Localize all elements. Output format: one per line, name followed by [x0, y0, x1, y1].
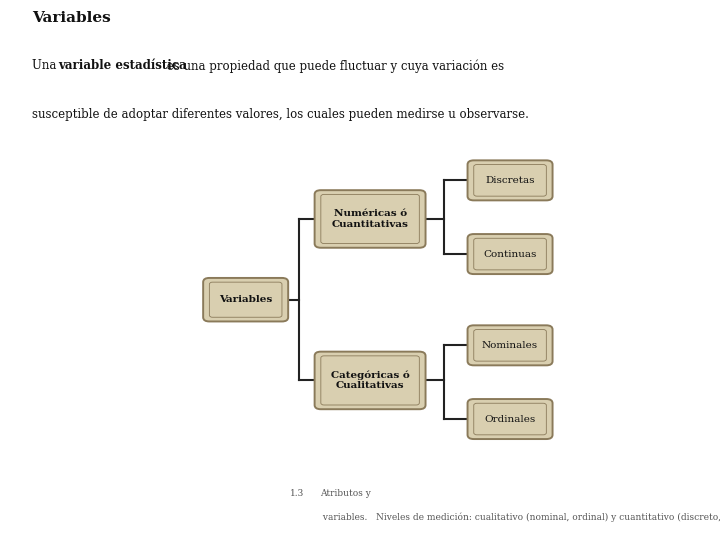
Text: Una: Una [32, 59, 60, 72]
Text: Categóricas ó
Cualitativas: Categóricas ó Cualitativas [330, 370, 410, 390]
Text: es una propiedad que puede fluctuar y cuya variación es: es una propiedad que puede fluctuar y cu… [163, 59, 504, 73]
Text: Discretas: Discretas [485, 176, 535, 185]
FancyBboxPatch shape [467, 234, 552, 274]
Text: Variables: Variables [32, 11, 111, 25]
Text: variable estadística: variable estadística [58, 59, 186, 72]
Text: Atributos y: Atributos y [320, 489, 371, 498]
Text: Numéricas ó
Cuantitativas: Numéricas ó Cuantitativas [332, 210, 408, 228]
FancyBboxPatch shape [467, 325, 552, 366]
Text: variables.   Niveles de medición: cualitativo (nominal, ordinal) y cuantitativo : variables. Niveles de medición: cualitat… [320, 513, 720, 523]
Text: Continuas: Continuas [483, 249, 536, 259]
Text: Nominales: Nominales [482, 341, 538, 350]
FancyBboxPatch shape [467, 160, 552, 200]
FancyBboxPatch shape [315, 190, 426, 248]
FancyBboxPatch shape [203, 278, 288, 321]
Text: susceptible de adoptar diferentes valores, los cuales pueden medirse u observars: susceptible de adoptar diferentes valore… [32, 108, 529, 121]
Text: Ordinales: Ordinales [485, 415, 536, 423]
Text: Variables: Variables [219, 295, 272, 304]
FancyBboxPatch shape [315, 352, 426, 409]
FancyBboxPatch shape [467, 399, 552, 439]
Text: 1.3: 1.3 [290, 489, 305, 498]
